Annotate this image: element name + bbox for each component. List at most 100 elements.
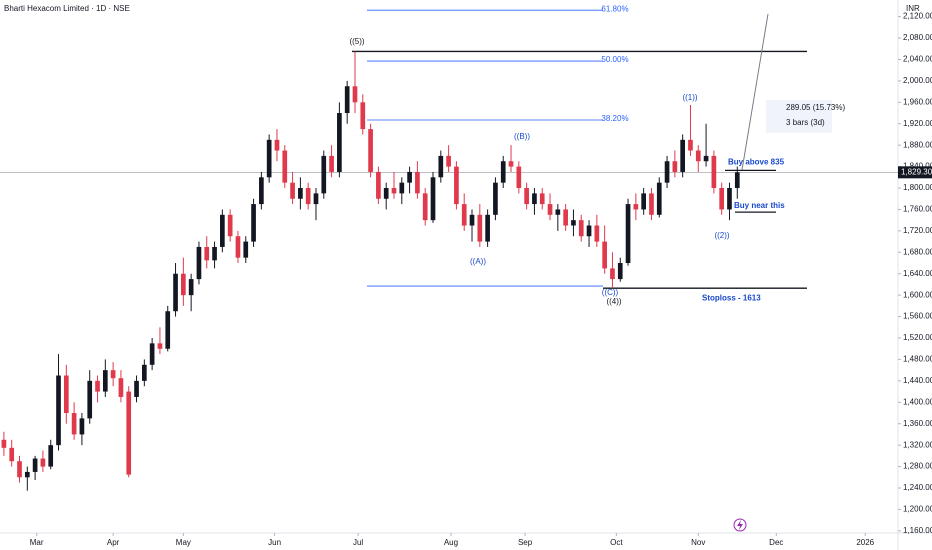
y-tick-label: 1,240.00 xyxy=(903,483,932,492)
y-tick-label: 1,280.00 xyxy=(903,462,932,471)
candle-body xyxy=(321,155,327,194)
y-tick-label: 2,120.00 xyxy=(903,12,932,21)
y-tick-label: 1,440.00 xyxy=(903,376,932,385)
candle-body xyxy=(438,155,444,178)
candle-body xyxy=(664,161,670,183)
candle-body xyxy=(71,413,77,435)
candle-body xyxy=(649,193,654,215)
candle-body xyxy=(157,343,163,349)
candle-body xyxy=(563,209,568,226)
candle-body xyxy=(173,273,178,312)
candle-body xyxy=(1,439,7,448)
x-tick-label: Dec xyxy=(769,538,783,547)
candle-body xyxy=(266,139,272,178)
candle-body xyxy=(641,193,646,210)
candle-body xyxy=(227,214,233,237)
candle-body xyxy=(274,139,280,151)
candle-body xyxy=(422,193,428,221)
candle-body xyxy=(602,241,607,269)
x-tick-label: Sep xyxy=(518,538,533,547)
y-tick-label: 1,160.00 xyxy=(903,526,932,535)
y-tick-label: 2,080.00 xyxy=(903,33,932,42)
y-tick-label: 1,760.00 xyxy=(903,205,932,214)
wave-label: ((A)) xyxy=(470,257,486,266)
candle-body xyxy=(282,150,288,183)
candle-body xyxy=(87,380,93,419)
y-tick-label: 2,000.00 xyxy=(903,76,932,85)
candle-body xyxy=(617,263,623,280)
y-tick-label: 1,920.00 xyxy=(903,119,932,128)
x-tick-label: Nov xyxy=(691,538,705,547)
y-tick-label: 1,360.00 xyxy=(903,419,932,428)
candle-body xyxy=(500,161,506,183)
candle-body xyxy=(251,204,256,242)
candle-body xyxy=(188,279,194,296)
candle-body xyxy=(243,241,249,258)
x-tick-label: 2026 xyxy=(856,538,874,547)
measure-label: 289.05 (15.73%) xyxy=(786,103,845,112)
candle-body xyxy=(56,375,61,446)
candle-body xyxy=(454,166,459,205)
candle-body xyxy=(305,188,311,205)
candle-body xyxy=(220,214,225,247)
y-tick-label: 1,680.00 xyxy=(903,247,932,256)
candle-body xyxy=(298,188,303,199)
x-tick-label: Jul xyxy=(353,538,363,547)
candle-body xyxy=(368,129,373,172)
wave-label: ((1)) xyxy=(682,93,697,102)
fib-label: 50.00% xyxy=(601,55,628,64)
last-price-box xyxy=(898,166,932,179)
candle-body xyxy=(24,471,30,478)
y-tick-label: 1,720.00 xyxy=(903,226,932,235)
candle-body xyxy=(680,139,686,172)
candle-body xyxy=(32,458,38,472)
candle-body xyxy=(165,311,171,349)
candle-body xyxy=(719,188,725,210)
candle-body xyxy=(344,86,350,114)
candle-body xyxy=(524,188,529,205)
candle-body xyxy=(539,193,545,205)
y-tick-label: 1,600.00 xyxy=(903,290,932,299)
candle-body xyxy=(391,188,397,194)
candle-body xyxy=(79,418,85,435)
stoploss-label: Stoploss - 1613 xyxy=(702,293,761,302)
wave-label: ((4)) xyxy=(606,297,621,306)
candle-body xyxy=(383,188,389,199)
candle-body xyxy=(446,155,451,167)
candle-body xyxy=(196,246,202,280)
candle-body xyxy=(110,370,116,379)
candle-body xyxy=(703,155,709,162)
candle-body xyxy=(259,177,264,205)
event-icon[interactable] xyxy=(733,518,747,532)
y-tick-label: 1,840.00 xyxy=(903,162,932,171)
candle-body xyxy=(102,370,108,392)
currency: INR xyxy=(906,4,920,13)
y-tick-label: 1,200.00 xyxy=(903,505,932,514)
candle-body xyxy=(126,391,132,475)
y-tick-label: 2,040.00 xyxy=(903,55,932,64)
candle-body xyxy=(399,182,405,194)
x-tick-label: Mar xyxy=(30,538,44,547)
candle-body xyxy=(594,225,600,242)
candle-body xyxy=(711,155,717,189)
x-tick-label: May xyxy=(176,538,191,547)
y-tick-label: 1,640.00 xyxy=(903,269,932,278)
candle-body xyxy=(571,220,576,226)
last-price-label: 1,829.30 xyxy=(901,167,932,176)
candle-body xyxy=(516,166,522,189)
wave-label: ((5)) xyxy=(349,37,364,46)
candle-body xyxy=(547,204,553,215)
candle-body xyxy=(337,113,342,172)
candle-body xyxy=(17,461,22,478)
candle-body xyxy=(95,380,100,392)
wave-label: ((2)) xyxy=(714,231,729,240)
chart-title: Bharti Hexacom Limited · 1D · NSE xyxy=(4,4,130,13)
candle-body xyxy=(633,204,639,210)
y-tick-label: 1,800.00 xyxy=(903,183,932,192)
wave-label: ((B)) xyxy=(514,132,530,141)
buy-above-label: Buy above 835 xyxy=(728,157,785,166)
candle-body xyxy=(555,209,561,215)
measure-box xyxy=(766,100,832,133)
candle-body xyxy=(48,445,54,467)
